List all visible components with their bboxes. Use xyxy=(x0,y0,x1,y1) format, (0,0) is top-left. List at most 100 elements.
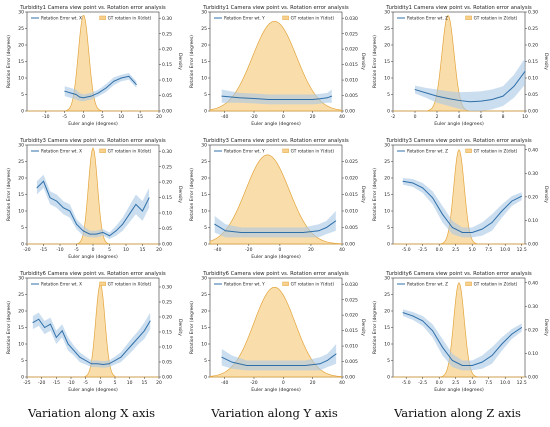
error-band xyxy=(221,344,337,371)
legend-error: Rotation Error wt. X xyxy=(31,282,82,287)
error-point xyxy=(62,207,64,209)
y2-tick-label: 0.10 xyxy=(528,76,538,82)
error-point xyxy=(142,210,143,212)
x-tick-label: -20 xyxy=(245,247,252,253)
x-tick-label: -10 xyxy=(67,380,74,386)
y-axis-label: Rotation Error (degrees) xyxy=(6,168,12,221)
gt-density-area xyxy=(393,148,525,245)
y2-tick-label: 0.00 xyxy=(162,109,172,115)
y-axis-label: Rotation Error (degrees) xyxy=(372,35,378,88)
y-tick-label: 0 xyxy=(204,375,207,381)
y2-tick-label: 0.30 xyxy=(162,149,172,155)
legend-density: GT rotation in Y(dist) xyxy=(282,16,335,21)
error-point xyxy=(442,213,443,215)
error-point xyxy=(331,95,333,97)
y2-tick-label: 0.25 xyxy=(162,164,172,170)
x-tick-label: 5.0 xyxy=(469,247,476,253)
y2-tick-label: 0.025 xyxy=(345,297,358,303)
y2-tick-label: 0.10 xyxy=(162,345,172,351)
chart-panel-2: 0 5 10 15 20 25 30 0.00 0.005 0.010 0.015 0.020 0.02… xyxy=(189,5,366,127)
legend-error: Rotation Error wt. Y xyxy=(214,149,265,154)
x-tick-label: 0 xyxy=(82,114,85,120)
y2-tick-label: 0.030 xyxy=(345,16,358,22)
error-point xyxy=(95,233,97,235)
legend-density: GT rotation in Z(dist) xyxy=(465,149,518,154)
error-point xyxy=(67,343,69,345)
chart-title: Turbidity3 Camera view point vs. Rotatio… xyxy=(385,138,532,144)
x-tick-label: -5 xyxy=(74,247,79,253)
legend-error-label: Rotation Error wt. Z xyxy=(407,282,448,287)
y2-tick-label: 0.30 xyxy=(528,10,538,16)
x-tick-label: 0 xyxy=(414,114,417,120)
y2-tick-label: 0.010 xyxy=(345,78,358,84)
error-point xyxy=(69,92,71,94)
chart-title: Turbidity1 Camera view point vs. Rotatio… xyxy=(385,5,532,11)
x-tick-label: 12.5 xyxy=(517,247,527,253)
y-tick-label: 5 xyxy=(387,358,390,364)
y-tick-label: 15 xyxy=(201,192,207,198)
error-point xyxy=(122,223,124,225)
y2-tick-label: 0.00 xyxy=(528,109,538,115)
y2-axis-label: Density xyxy=(360,319,366,336)
legend-error-label: Rotation Error wt. X xyxy=(41,16,82,21)
chart-title: Turbidity3 Camera view point vs. Rotatio… xyxy=(202,138,349,144)
caption-x-axis: Variation along X axis xyxy=(27,406,156,420)
error-point xyxy=(214,223,216,225)
x-tick-label: 20 xyxy=(156,247,162,253)
y-tick-label: 0 xyxy=(204,242,207,248)
legend-density-label: GT rotation in Y(dist) xyxy=(291,16,335,21)
chart-panel-6: 0 5 10 15 20 25 30 0.00 0.10 0.20 0.30 0.40 -5.0 -2.5… xyxy=(372,138,549,253)
y-tick-label: 5 xyxy=(387,225,390,231)
error-point xyxy=(102,364,104,365)
legend-density-label: GT rotation in Z(dist) xyxy=(474,149,518,154)
y-tick-label: 15 xyxy=(18,325,24,331)
error-point xyxy=(64,90,66,92)
chart-panel-8: 0 5 10 15 20 25 30 0.00 0.005 0.010 0.015 0.020 0.02… xyxy=(189,271,366,393)
x-tick-label: 5 xyxy=(101,114,104,120)
legend-density: GT rotation in Y(dist) xyxy=(282,282,334,287)
y2-axis-label: Density xyxy=(543,186,549,203)
y-tick-label: 20 xyxy=(384,176,390,182)
error-point xyxy=(113,80,115,82)
legend-density-swatch xyxy=(465,281,472,286)
error-point xyxy=(38,318,40,320)
error-point xyxy=(275,365,277,366)
x-tick-label: -40 xyxy=(214,247,221,253)
legend-error-label: Rotation Error wt. Z xyxy=(407,16,448,21)
error-point xyxy=(501,210,503,212)
error-point xyxy=(326,360,328,361)
y-tick-label: 0 xyxy=(204,109,207,115)
chart-title: Turbidity6 Camera view point vs. Rotatio… xyxy=(19,271,166,277)
error-point xyxy=(513,85,515,87)
error-point xyxy=(105,87,107,89)
x-tick-label: -2.5 xyxy=(418,247,427,253)
y2-tick-label: 0.00 xyxy=(345,375,355,381)
x-tick-label: -5 xyxy=(62,114,67,120)
y-tick-label: 30 xyxy=(384,143,390,149)
error-point xyxy=(138,337,139,338)
chart-title: Turbidity6 Camera view point vs. Rotatio… xyxy=(385,271,532,277)
y2-tick-label: 0.30 xyxy=(162,285,172,291)
y2-tick-label: 0.030 xyxy=(345,282,358,288)
y-tick-label: 25 xyxy=(201,159,207,165)
y-tick-label: 5 xyxy=(21,225,24,231)
chart-panel-5: 0 5 10 15 20 25 30 0.00 0.005 0.010 0.015 0.020 0.02… xyxy=(189,138,366,260)
y-tick-label: 25 xyxy=(384,26,390,32)
x-tick-label: 0.0 xyxy=(436,247,443,253)
error-point xyxy=(452,360,453,361)
x-tick-label: 20 xyxy=(156,114,162,120)
error-point xyxy=(50,323,51,325)
error-point xyxy=(471,365,473,366)
x-axis-label: Euler angle (degrees) xyxy=(68,121,118,127)
error-point xyxy=(128,75,130,77)
error-point xyxy=(491,222,493,223)
y2-tick-label: 0.020 xyxy=(345,47,358,53)
legend-density-label: GT rotation in X(dist) xyxy=(108,149,152,154)
legend-error-label: Rotation Error wt. Y xyxy=(224,149,265,154)
x-tick-label: 10 xyxy=(127,380,133,386)
y2-tick-label: 0.25 xyxy=(162,300,172,306)
y2-tick-label: 0.005 xyxy=(345,93,358,99)
y2-tick-label: 0.30 xyxy=(162,16,172,22)
y2-tick-label: 0.010 xyxy=(345,344,358,350)
y-tick-label: 25 xyxy=(384,159,390,165)
